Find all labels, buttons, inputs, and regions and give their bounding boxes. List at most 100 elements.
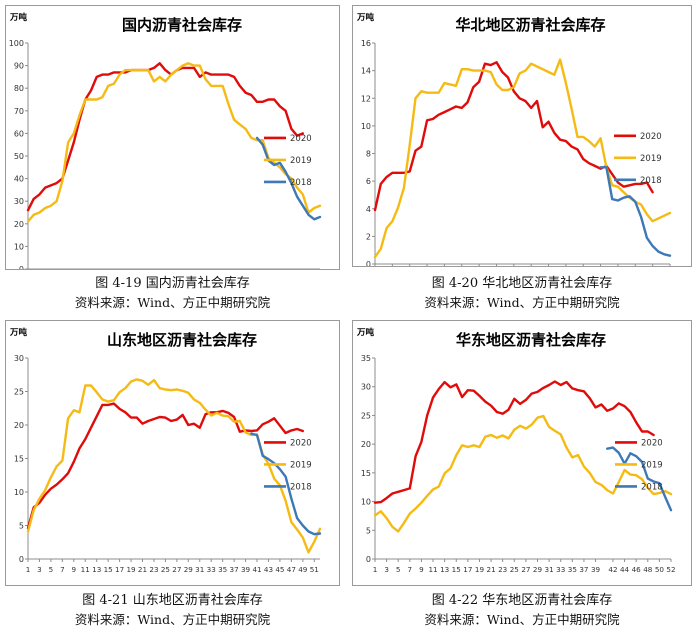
y-tick-label: 90 <box>14 62 24 71</box>
x-tick-label: 33 <box>556 565 565 574</box>
x-tick-label: 21 <box>138 565 147 574</box>
chart-title: 国内沥青社会库存 <box>122 16 242 34</box>
x-tick-label: 39 <box>591 565 601 574</box>
y-tick-label: 0 <box>19 265 24 269</box>
y-tick-label: 10 <box>361 122 371 131</box>
y-tick-label: 4 <box>366 205 371 214</box>
chart-svg: 华北地区沥青社会库存万吨0246810121416147101316192225… <box>356 12 672 266</box>
y-tick-label: 25 <box>14 388 24 397</box>
x-tick-label: 47 <box>287 565 296 574</box>
y-tick-label: 50 <box>14 152 24 161</box>
series-line-2019 <box>373 414 673 533</box>
y-tick-label: 2 <box>366 232 371 241</box>
x-tick-label: 23 <box>149 565 158 574</box>
x-tick-label: 35 <box>218 565 227 574</box>
y-tick-label: 70 <box>14 107 24 116</box>
legend-label-2019: 2019 <box>290 460 312 470</box>
chart-svg: 国内沥青社会库存万吨010203040506070809010013579111… <box>9 12 322 269</box>
figure-source: 资料来源：Wind、方正中期研究院 <box>74 612 271 627</box>
y-tick-label: 0 <box>366 260 371 266</box>
y-tick-label: 20 <box>14 421 24 430</box>
figure-caption: 图 4-20 华北地区沥青社会库存 <box>431 276 613 291</box>
series-line-2019 <box>373 58 672 259</box>
x-tick-label: 29 <box>184 565 194 574</box>
y-tick-label: 80 <box>14 84 24 93</box>
x-tick-label: 1 <box>373 565 378 574</box>
series-line-2020 <box>26 402 304 530</box>
x-tick-label: 11 <box>81 565 90 574</box>
x-tick-label: 45 <box>275 565 284 574</box>
x-tick-label: 42 <box>608 565 617 574</box>
x-tick-label: 15 <box>104 565 113 574</box>
x-tick-label: 27 <box>521 565 530 574</box>
figure-source: 资料来源：Wind、方正中期研究院 <box>424 295 620 310</box>
x-tick-label: 50 <box>655 565 665 574</box>
series-line-2018 <box>255 136 322 221</box>
series-line-2018 <box>605 446 673 512</box>
x-tick-label: 37 <box>230 565 239 574</box>
x-tick-label: 23 <box>498 565 507 574</box>
y-tick-label: 5 <box>19 522 24 531</box>
series-line-2020 <box>373 380 655 504</box>
x-tick-label: 3 <box>37 565 42 574</box>
x-tick-label: 41 <box>252 565 261 574</box>
unit-label: 万吨 <box>356 12 375 23</box>
unit-label: 万吨 <box>356 327 375 338</box>
chart-panel-national: 国内沥青社会库存万吨010203040506070809010013579111… <box>5 5 340 270</box>
x-tick-label: 1 <box>26 565 31 574</box>
y-tick-label: 12 <box>361 94 371 103</box>
y-tick-label: 8 <box>366 150 371 159</box>
y-tick-label: 30 <box>14 354 24 363</box>
figure-source: 资料来源：Wind、方正中期研究院 <box>74 295 271 310</box>
x-tick-label: 43 <box>264 565 273 574</box>
figure-source: 资料来源：Wind、方正中期研究院 <box>424 612 620 627</box>
x-tick-label: 46 <box>632 565 642 574</box>
y-tick-label: 15 <box>361 469 371 478</box>
x-tick-label: 39 <box>241 565 251 574</box>
x-tick-label: 48 <box>643 565 653 574</box>
y-tick-label: 6 <box>366 177 371 186</box>
x-tick-label: 9 <box>419 565 424 574</box>
y-tick-label: 5 <box>366 526 371 535</box>
x-tick-label: 33 <box>207 565 216 574</box>
y-tick-label: 10 <box>14 242 24 251</box>
x-tick-label: 49 <box>298 565 308 574</box>
x-tick-label: 31 <box>545 565 554 574</box>
y-tick-label: 40 <box>14 175 24 184</box>
series-line-2019 <box>26 378 322 554</box>
chart-title: 山东地区沥青社会库存 <box>107 331 257 349</box>
unit-label: 万吨 <box>9 327 28 338</box>
x-tick-label: 19 <box>126 565 136 574</box>
x-tick-label: 5 <box>49 565 54 574</box>
figure-caption: 图 4-19 国内沥青社会库存 <box>95 276 250 291</box>
y-tick-label: 20 <box>14 220 24 229</box>
y-tick-label: 0 <box>19 555 24 564</box>
x-tick-label: 11 <box>428 565 437 574</box>
legend-label-2020: 2020 <box>641 438 663 448</box>
y-tick-label: 10 <box>361 498 371 507</box>
legend-label-2018: 2018 <box>641 482 663 492</box>
x-tick-label: 15 <box>452 565 461 574</box>
legend-label-2018: 2018 <box>290 482 312 492</box>
x-tick-label: 7 <box>60 565 65 574</box>
legend-label-2020: 2020 <box>290 438 312 448</box>
x-tick-label: 21 <box>487 565 496 574</box>
legend-label-2019: 2019 <box>640 154 662 164</box>
x-tick-label: 29 <box>533 565 543 574</box>
legend-label-2019: 2019 <box>290 156 312 166</box>
x-tick-label: 35 <box>568 565 577 574</box>
y-tick-label: 14 <box>361 67 371 76</box>
x-tick-label: 9 <box>72 565 77 574</box>
x-tick-label: 13 <box>440 565 449 574</box>
y-tick-label: 35 <box>361 354 371 363</box>
x-tick-label: 31 <box>195 565 204 574</box>
y-tick-label: 20 <box>361 440 371 449</box>
x-tick-label: 44 <box>620 565 630 574</box>
y-tick-label: 100 <box>9 39 24 48</box>
y-tick-label: 60 <box>14 129 24 138</box>
legend-label-2019: 2019 <box>641 460 663 470</box>
figure-caption: 图 4-22 华东地区沥青社会库存 <box>431 593 613 608</box>
series-line-2020 <box>26 62 304 212</box>
